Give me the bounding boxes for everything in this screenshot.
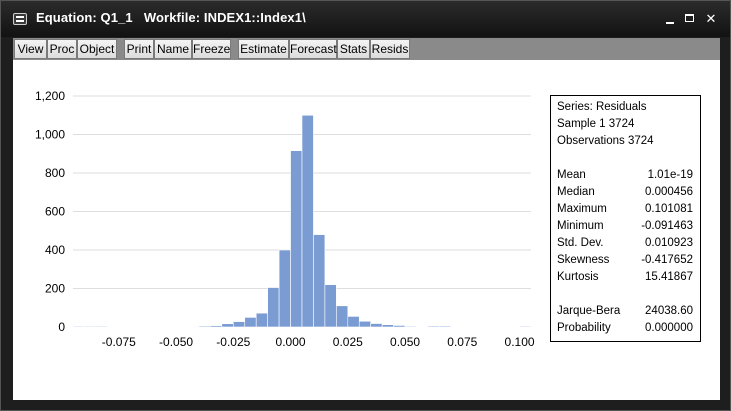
stat-value: -0.091463: [641, 220, 693, 232]
stat-value: 0.000000: [645, 322, 693, 334]
x-axis: -0.075 -0.050 -0.025 0.000 0.025 0.050 0.075 0.…: [102, 335, 535, 349]
maximize-icon: [685, 14, 694, 22]
histogram-bar: [233, 321, 246, 328]
stat-label: Std. Dev.: [557, 237, 604, 249]
x-tick-label: 0.025: [333, 335, 363, 349]
stat-label: Maximum: [557, 203, 607, 215]
histogram-bar: [393, 325, 406, 328]
y-axis: 0 200 400 600 800 1,000 1,200: [35, 89, 65, 334]
stat-label: Minimum: [557, 220, 604, 232]
stat-label: Jarque-Bera: [557, 305, 621, 317]
print-button[interactable]: Print: [124, 39, 154, 59]
histogram-bar: [324, 284, 337, 328]
stats-series-label: Series: Residuals: [557, 101, 647, 113]
histogram-bar: [255, 312, 268, 328]
histogram-bar: [370, 323, 383, 328]
stat-value: 0.000456: [645, 186, 693, 198]
stat-row-std-dev: Std. Dev. 0.010923: [557, 237, 693, 251]
estimate-button[interactable]: Estimate: [238, 39, 289, 59]
forecast-button[interactable]: Forecast: [289, 39, 337, 59]
stat-row-median: Median 0.000456: [557, 186, 693, 200]
stat-value: 0.101081: [645, 203, 693, 215]
stat-value: -0.417652: [641, 254, 693, 266]
freeze-button[interactable]: Freeze: [192, 39, 231, 59]
minimize-icon: [666, 22, 674, 24]
close-button[interactable]: ✕: [702, 10, 720, 28]
stats-sample-label: Sample 1 3724: [557, 118, 635, 130]
proc-button[interactable]: Proc: [47, 39, 77, 59]
stat-label: Skewness: [557, 254, 610, 266]
chart-bars: [72, 114, 532, 328]
histogram-bar: [404, 325, 417, 328]
x-tick-label: 0.100: [505, 335, 535, 349]
histogram-bar: [301, 114, 314, 328]
stat-label: Probability: [557, 322, 611, 334]
histogram-bar: [381, 324, 394, 328]
y-tick-label: 400: [45, 243, 65, 257]
histogram-bar: [84, 325, 97, 328]
histogram-bar: [313, 234, 326, 328]
stat-value: 15.41867: [645, 271, 693, 283]
y-tick-label: 600: [45, 205, 65, 219]
object-button[interactable]: Object: [77, 39, 117, 59]
y-tick-label: 1,200: [35, 89, 65, 103]
view-button[interactable]: View: [14, 39, 47, 59]
title-bar[interactable]: Equation: Q1_1 Workfile: INDEX1::Index1\…: [1, 1, 730, 37]
histogram-bar: [187, 326, 200, 328]
window-title: Equation: Q1_1 Workfile: INDEX1::Index1\: [36, 10, 306, 25]
x-tick-label: -0.025: [216, 335, 250, 349]
stats-button[interactable]: Stats: [337, 39, 370, 59]
histogram-bar: [210, 325, 223, 328]
histogram-bar: [198, 325, 211, 328]
resids-button[interactable]: Resids: [370, 39, 410, 59]
histogram-bar: [519, 325, 532, 328]
histogram-bar: [95, 325, 108, 328]
histogram-bar: [267, 287, 280, 328]
histogram-bar: [278, 249, 291, 328]
stat-label: Median: [557, 186, 595, 198]
y-tick-label: 0: [58, 320, 65, 334]
x-tick-label: -0.050: [159, 335, 193, 349]
histogram-bar: [358, 320, 371, 328]
stat-row-skewness: Skewness -0.417652: [557, 254, 693, 268]
minimize-button[interactable]: [661, 10, 679, 28]
stat-value: 24038.60: [645, 305, 693, 317]
x-tick-label: 0.000: [276, 335, 306, 349]
histogram-bar: [244, 317, 257, 328]
x-tick-label: 0.075: [447, 335, 477, 349]
stat-row-mean: Mean 1.01e-19: [557, 169, 693, 183]
statistics-box: Series: Residuals Sample 1 3724 Observat…: [550, 95, 701, 342]
stat-value: 1.01e-19: [647, 169, 693, 181]
histogram-bar: [221, 323, 234, 328]
stat-row-maximum: Maximum 0.101081: [557, 203, 693, 217]
y-tick-label: 200: [45, 282, 65, 296]
output-area: 0 200 400 600 800 1,000 1,200 -0.075 -0.050 -0.0…: [13, 60, 720, 400]
stat-row-probability: Probability 0.000000: [557, 322, 693, 336]
close-icon: ✕: [705, 11, 717, 26]
equation-window-icon[interactable]: [13, 13, 27, 25]
histogram-bar: [336, 305, 349, 328]
histogram-bar: [72, 325, 85, 328]
histogram-bar: [347, 316, 360, 328]
histogram-bar: [439, 325, 452, 328]
stat-value: 0.010923: [645, 237, 693, 249]
x-tick-label: 0.050: [390, 335, 420, 349]
toolbar: View Proc Object Print Name Freeze Estim…: [13, 38, 720, 60]
y-tick-label: 800: [45, 166, 65, 180]
y-tick-label: 1,000: [35, 128, 65, 142]
stat-label: Mean: [557, 169, 586, 181]
histogram-bar: [427, 325, 440, 328]
x-tick-label: -0.075: [102, 335, 136, 349]
stat-row-jarque-bera: Jarque-Bera 24038.60: [557, 305, 693, 319]
name-button[interactable]: Name: [154, 39, 192, 59]
stats-observations-label: Observations 3724: [557, 135, 654, 147]
maximize-button[interactable]: [681, 10, 699, 28]
histogram-bar: [290, 150, 303, 328]
stat-row-kurtosis: Kurtosis 15.41867: [557, 271, 693, 285]
stat-row-minimum: Minimum -0.091463: [557, 220, 693, 234]
stat-label: Kurtosis: [557, 271, 599, 283]
